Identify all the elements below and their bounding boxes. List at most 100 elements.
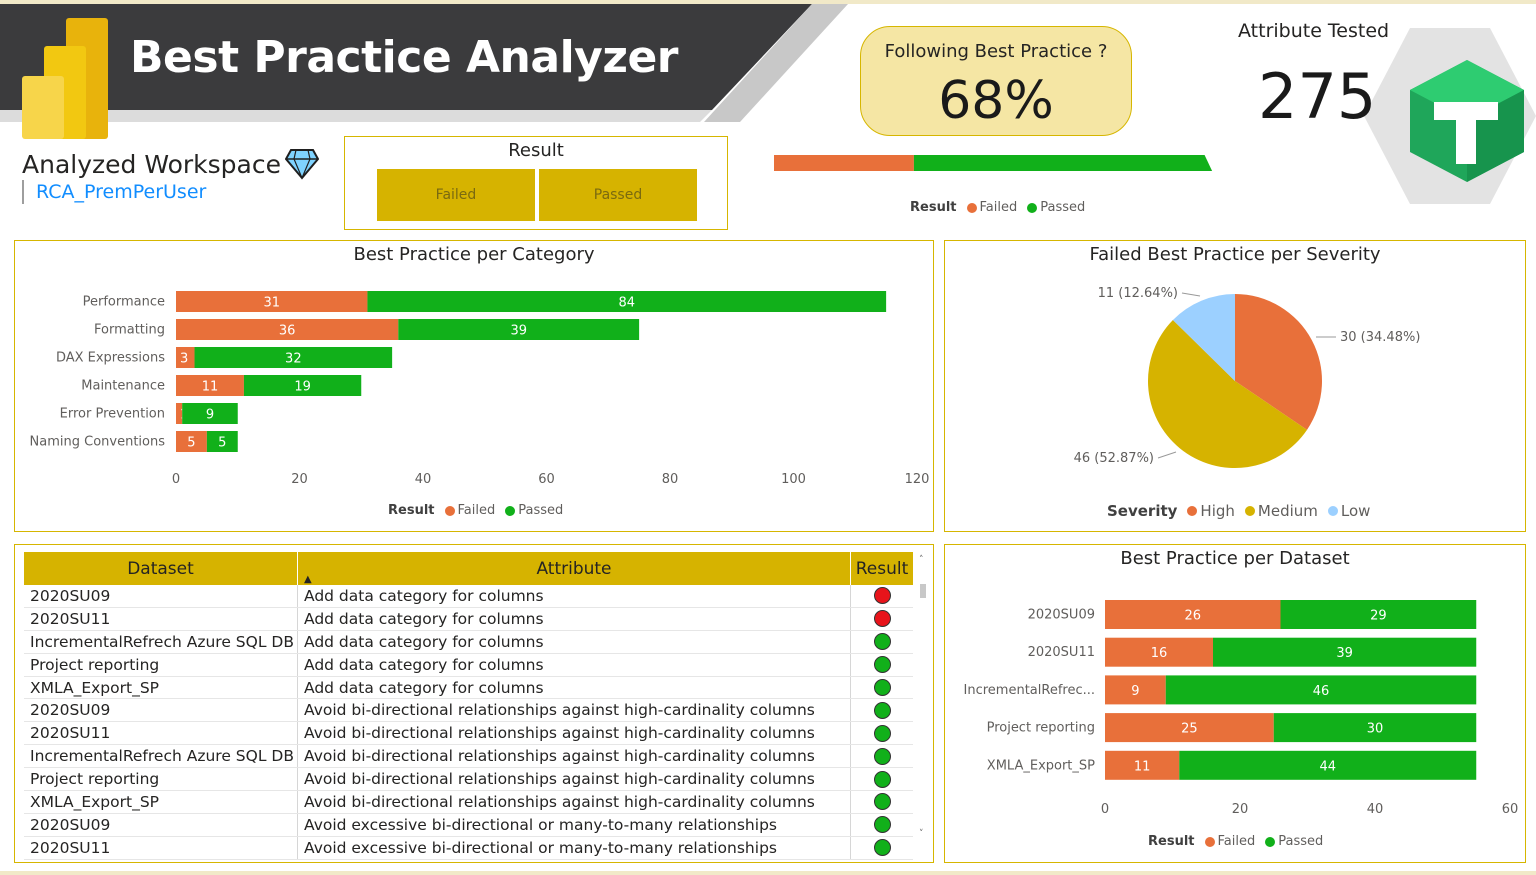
cell-result (851, 608, 913, 630)
workspace-name[interactable]: RCA_PremPerUser (22, 180, 206, 204)
tabular-editor-logo (1410, 60, 1524, 182)
table-row[interactable]: IncrementalRefrech Azure SQL DB - 3 Avoid… (24, 745, 913, 769)
bar-failed[interactable] (176, 347, 195, 368)
bar-passed[interactable] (1280, 600, 1477, 629)
cell-attribute: Avoid excessive bi-directional or many-t… (298, 813, 851, 836)
slicer-failed-button[interactable]: Failed (377, 169, 535, 221)
data-label: 84 (619, 296, 636, 311)
data-label: 36 (279, 324, 296, 339)
legend-failed[interactable]: Failed (1204, 834, 1255, 849)
data-label: 26 (1184, 609, 1201, 624)
legend-passed[interactable]: Passed (1265, 834, 1323, 849)
bar-passed[interactable] (1165, 675, 1477, 705)
passed-status-icon (873, 656, 891, 674)
cell-result (851, 654, 913, 676)
bar-passed[interactable] (1179, 750, 1477, 780)
table-row[interactable]: 2020SU09 Add data category for columns (24, 585, 913, 608)
bar-failed[interactable] (1105, 600, 1281, 629)
bar-failed[interactable] (1105, 637, 1213, 667)
table-row[interactable]: 2020SU11 Avoid bi-directional relationshi… (24, 722, 913, 746)
pie-data-label: 46 (52.87%) (1074, 451, 1154, 466)
data-label: 44 (1319, 759, 1336, 774)
passed-status-icon (873, 816, 891, 834)
header-banner (0, 4, 848, 122)
bar-passed[interactable] (367, 291, 887, 312)
bar-failed[interactable] (176, 291, 368, 312)
table-scrollbar[interactable]: ˄ ˅ (918, 552, 928, 842)
pie-leader-line (1157, 451, 1177, 459)
cell-attribute: Avoid excessive bi-directional or many-t… (298, 836, 851, 859)
bar-passed[interactable] (1213, 637, 1477, 667)
cell-result (851, 677, 913, 699)
x-tick-label: 80 (662, 472, 679, 487)
column-header-dataset[interactable]: Dataset (24, 552, 298, 585)
table-row[interactable]: Project reporting Add data category for c… (24, 653, 913, 677)
cell-dataset: 2020SU11 (24, 607, 298, 630)
bar-failed[interactable] (176, 319, 399, 340)
legend-failed[interactable]: Failed (966, 200, 1017, 215)
category-label: XMLA_Export_SP (987, 758, 1095, 773)
cell-dataset: 2020SU11 (24, 722, 298, 745)
bar-passed[interactable] (206, 431, 238, 452)
data-label: 30 (1367, 722, 1384, 737)
data-label: 39 (510, 324, 527, 339)
result-slicer-title: Result (508, 140, 564, 161)
legend-medium[interactable]: Medium (1244, 502, 1318, 520)
bar-failed[interactable] (176, 403, 183, 424)
best-practice-table: Dataset Attribute ▲ Result 2020SU09 Add d… (24, 552, 913, 860)
pie-slice-low[interactable] (1172, 294, 1235, 381)
power-bi-logo (22, 18, 108, 139)
table-row[interactable]: IncrementalRefrech Azure SQL DB - 3 Add d… (24, 630, 913, 654)
category-chart-panel: Best Practice per Category (14, 240, 934, 532)
table-row[interactable]: XMLA_Export_SP Avoid bi-directional relat… (24, 791, 913, 814)
table-row[interactable]: XMLA_Export_SP Add data category for colu… (24, 676, 913, 700)
legend-high[interactable]: High (1187, 502, 1235, 520)
passed-status-icon (873, 724, 891, 742)
bar-failed[interactable] (1105, 713, 1274, 743)
cell-result (851, 745, 913, 767)
bar-failed[interactable] (1105, 675, 1166, 705)
table-row[interactable]: Project reporting Avoid bi-directional re… (24, 768, 913, 792)
bar-passed[interactable] (398, 319, 640, 340)
pie-leader-line (1181, 292, 1201, 297)
table-row[interactable]: 2020SU11 Add data category for columns (24, 607, 913, 631)
legend-passed[interactable]: Passed (1027, 200, 1085, 215)
legend-low[interactable]: Low (1327, 502, 1370, 520)
slicer-passed-button[interactable]: Passed (539, 169, 697, 221)
bar-failed[interactable] (1105, 750, 1180, 780)
x-tick-label: 0 (1101, 802, 1109, 817)
bar-failed[interactable] (176, 431, 207, 452)
table-header: Dataset Attribute ▲ Result (24, 552, 913, 585)
passed-status-icon (873, 839, 891, 857)
data-label: 46 (1313, 684, 1330, 699)
cell-attribute: Add data category for columns (298, 676, 851, 699)
table-panel (14, 544, 934, 863)
attribute-tested-label: Attribute Tested (1238, 20, 1390, 42)
app-title: Best Practice Analyzer (130, 32, 678, 83)
table-row[interactable]: 2020SU11 Avoid excessive bi-directional o… (24, 836, 913, 860)
cell-result (851, 585, 913, 607)
bar-failed[interactable] (176, 375, 244, 396)
category-label: Error Prevention (60, 407, 165, 422)
cell-dataset: IncrementalRefrech Azure SQL DB - 3 (24, 745, 298, 768)
column-header-result[interactable]: Result (855, 558, 909, 579)
data-label: 39 (1336, 646, 1353, 661)
severity-chart-title: Failed Best Practice per Severity (1089, 244, 1381, 265)
column-header-attribute[interactable]: Attribute ▲ (298, 552, 851, 585)
legend-passed[interactable]: Passed (505, 503, 563, 518)
bar-passed[interactable] (243, 375, 362, 396)
data-label: 5 (218, 436, 226, 451)
bar-passed[interactable] (1273, 713, 1477, 743)
table-row[interactable]: 2020SU09 Avoid bi-directional relationshi… (24, 699, 913, 723)
legend-failed[interactable]: Failed (444, 503, 495, 518)
category-label: 2020SU09 (1028, 608, 1095, 623)
pie-slice-medium[interactable] (1147, 320, 1308, 469)
data-label: 11 (1134, 759, 1151, 774)
bar-passed[interactable] (182, 403, 238, 424)
table-row[interactable]: 2020SU09 Avoid excessive bi-directional o… (24, 813, 913, 837)
cell-result (851, 699, 913, 721)
bar-passed[interactable] (194, 347, 393, 368)
category-label: IncrementalRefrec... (964, 683, 1095, 698)
pie-slice-high[interactable] (1235, 294, 1322, 430)
